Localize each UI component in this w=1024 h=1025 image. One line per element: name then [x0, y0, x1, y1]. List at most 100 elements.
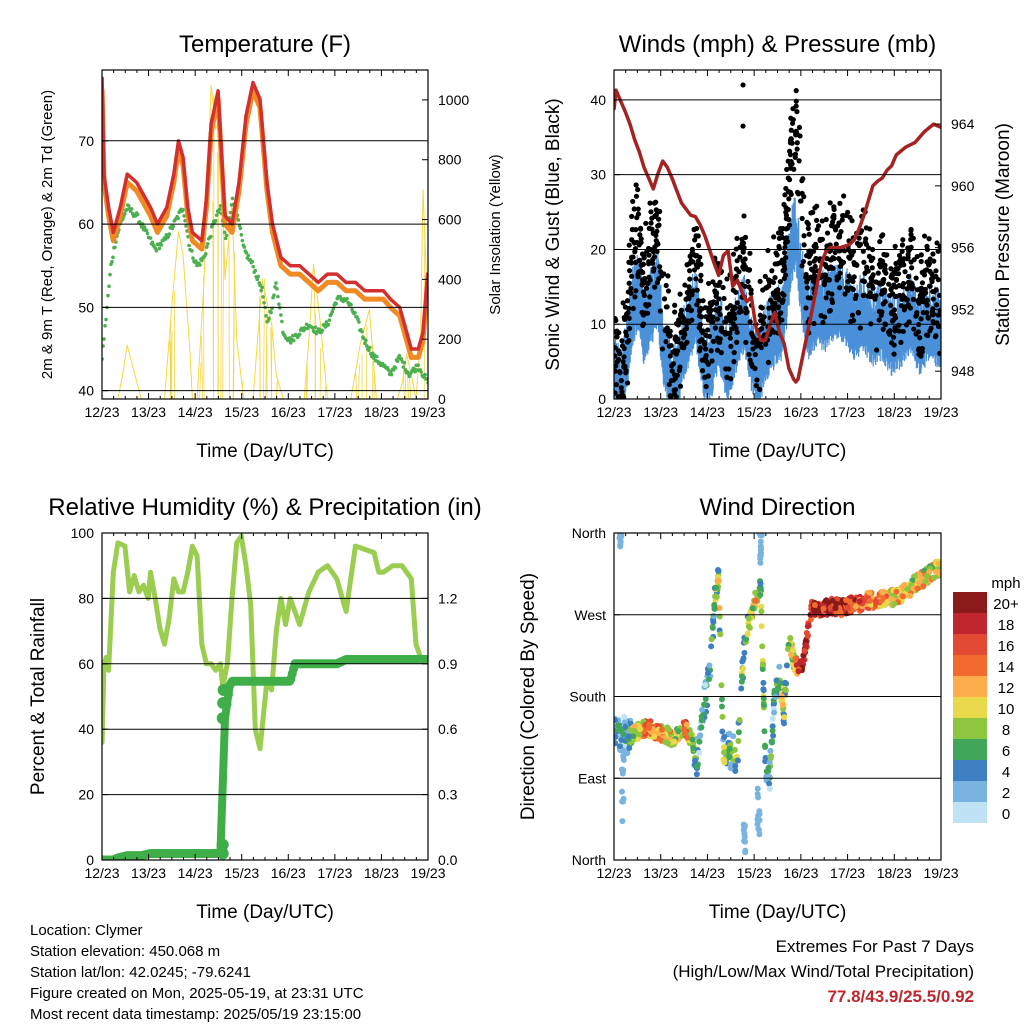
- chart-title: Wind Direction: [699, 494, 855, 521]
- gust-point: [750, 346, 755, 351]
- direction-point-calm: [757, 811, 763, 817]
- gust-point: [861, 260, 866, 265]
- chart-title: Winds (mph) & Pressure (mb): [619, 31, 936, 58]
- gust-point: [726, 366, 731, 371]
- direction-point: [745, 630, 751, 636]
- gust-point: [851, 287, 856, 292]
- solar-spike: [213, 201, 214, 399]
- direction-point: [732, 763, 738, 769]
- gust-point: [905, 297, 910, 302]
- gust-point: [653, 214, 658, 219]
- gust-point: [687, 276, 692, 281]
- dewpoint-point: [353, 311, 357, 315]
- x-axis-label: Time (Day/UTC): [709, 441, 847, 462]
- gust-point: [886, 330, 891, 335]
- gust-point: [934, 302, 939, 307]
- gust-point: [922, 233, 927, 238]
- gust-point: [786, 175, 791, 180]
- gust-point: [646, 275, 651, 280]
- gust-point: [644, 286, 649, 291]
- precip-jump-point: [217, 697, 229, 709]
- gust-point: [841, 213, 846, 218]
- gust-point: [807, 252, 812, 257]
- gust-point: [678, 292, 683, 297]
- gust-point: [689, 258, 694, 263]
- dewpoint-point: [241, 239, 245, 243]
- gust-point: [638, 226, 643, 231]
- gust-point: [857, 243, 862, 248]
- gust-point: [658, 308, 663, 313]
- gust-point: [619, 378, 624, 383]
- gust-point: [697, 298, 702, 303]
- dewpoint-point: [274, 281, 278, 285]
- station-info: Location: Clymer Station elevation: 450.…: [30, 920, 364, 1025]
- gust-point: [758, 279, 763, 284]
- gust-point: [922, 272, 927, 277]
- y-right-tick-label: 956: [951, 240, 975, 256]
- gust-point: [737, 305, 742, 310]
- gust-point: [782, 259, 787, 264]
- gust-point: [881, 290, 886, 295]
- dewpoint-point: [110, 260, 114, 264]
- gust-point: [664, 283, 669, 288]
- y-tick-label: North: [572, 525, 606, 541]
- gust-point: [651, 266, 656, 271]
- gust-point: [896, 323, 901, 328]
- gust-point: [825, 277, 830, 282]
- x-tick-label: 16/23: [271, 404, 306, 420]
- gust-point: [874, 347, 879, 352]
- dewpoint-point: [260, 286, 264, 290]
- gust-point: [789, 137, 794, 142]
- gust-point: [660, 346, 665, 351]
- direction-point: [771, 710, 777, 716]
- gust-point: [883, 271, 888, 276]
- gust-point: [803, 305, 808, 310]
- direction-point: [698, 724, 704, 730]
- gust-point: [786, 207, 791, 212]
- y-tick-label: 60: [78, 656, 94, 672]
- gust-point: [641, 277, 646, 282]
- gust-point: [613, 345, 618, 350]
- gust-point: [655, 208, 660, 213]
- dewpoint-point: [394, 366, 398, 370]
- dewpoint-point: [146, 232, 150, 236]
- dewpoint-point: [279, 313, 283, 317]
- dewpoint-point: [102, 337, 106, 341]
- gust-point: [937, 312, 942, 317]
- gust-point: [680, 314, 685, 319]
- direction-point: [760, 661, 766, 667]
- gust-point: [741, 213, 746, 218]
- gust-point: [736, 269, 741, 274]
- direction-point: [712, 606, 718, 612]
- location-text: Location: Clymer: [30, 920, 364, 941]
- gust-point: [889, 311, 894, 316]
- gust-point: [769, 268, 774, 273]
- y-tick-label: 10: [590, 316, 606, 332]
- dewpoint-point: [111, 256, 115, 260]
- direction-point: [758, 608, 764, 614]
- gust-point: [632, 240, 637, 245]
- direction-point: [618, 737, 624, 743]
- direction-point: [737, 717, 743, 723]
- gust-point: [696, 243, 701, 248]
- gust-point: [735, 300, 740, 305]
- dewpoint-point: [209, 235, 213, 239]
- direction-point: [776, 664, 782, 670]
- plot-area: [98, 536, 433, 864]
- y-tick-label: 20: [78, 787, 94, 803]
- gust-point: [735, 258, 740, 263]
- y-axis-label: Direction (Colored By Speed): [518, 573, 539, 820]
- direction-point-calm: [755, 826, 761, 832]
- x-tick-label: 18/23: [877, 404, 912, 420]
- direction-point: [699, 717, 705, 723]
- y-right-tick-label: 952: [951, 301, 975, 317]
- legend-label: 8: [1002, 722, 1010, 739]
- direction-point: [803, 642, 809, 648]
- legend-swatch: [953, 781, 987, 802]
- dewpoint-point: [262, 301, 266, 305]
- gust-point: [727, 311, 732, 316]
- gust-point: [781, 202, 786, 207]
- gust-point: [702, 375, 707, 380]
- y-axis-right-label: Solar Insolation (Yellow): [487, 154, 504, 314]
- direction-point: [659, 727, 665, 733]
